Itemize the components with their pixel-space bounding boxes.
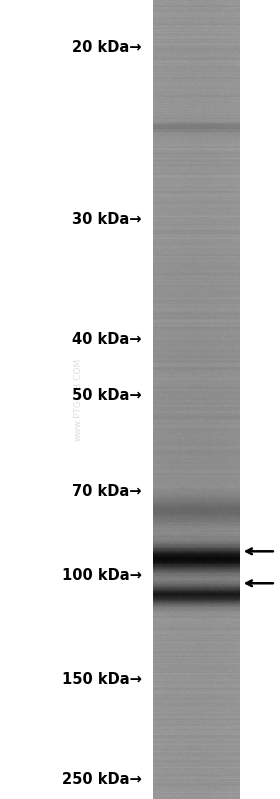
Text: 100 kDa→: 100 kDa→ [62, 568, 141, 582]
Text: 150 kDa→: 150 kDa→ [62, 672, 141, 686]
Text: 70 kDa→: 70 kDa→ [72, 484, 141, 499]
Text: 30 kDa→: 30 kDa→ [72, 213, 141, 227]
Text: www.PTGLAB.COM: www.PTGLAB.COM [74, 358, 83, 441]
Text: 250 kDa→: 250 kDa→ [62, 772, 141, 786]
Text: 20 kDa→: 20 kDa→ [72, 41, 141, 55]
Text: 40 kDa→: 40 kDa→ [72, 332, 141, 347]
Text: 50 kDa→: 50 kDa→ [72, 388, 141, 403]
